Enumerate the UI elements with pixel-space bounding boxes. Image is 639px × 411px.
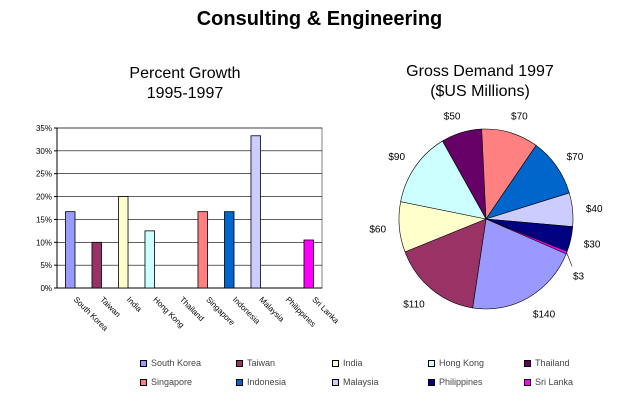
- data-label-singapore: $70: [511, 111, 528, 122]
- legend-item-singapore: Singapore: [140, 377, 236, 387]
- data-label-indonesia: $70: [567, 152, 584, 163]
- bar-chart-title-line-2: 1995-1997: [146, 85, 224, 102]
- pie-chart-title-line-1: Gross Demand 1997: [406, 63, 554, 80]
- legend-label: South Korea: [151, 358, 202, 368]
- bar-hong-kong: [144, 230, 155, 289]
- legend-label: Indonesia: [247, 377, 287, 387]
- legend-item-south-korea: South Korea: [140, 358, 236, 368]
- legend-item-taiwan: Taiwan: [236, 358, 332, 368]
- legend-swatch: [332, 359, 339, 367]
- legend-swatch: [236, 378, 243, 386]
- bar-chart-title-line-1: Percent Growth: [129, 65, 241, 82]
- data-label-malaysia: $40: [586, 204, 603, 215]
- legend-label: Philippines: [439, 377, 483, 387]
- y-tick-label: 5%: [40, 261, 52, 270]
- y-tick-label: 15%: [36, 215, 52, 224]
- legend-item-thailand: Thailand: [524, 358, 620, 368]
- y-tick-label: 35%: [36, 124, 52, 133]
- y-tick-label: 30%: [36, 147, 52, 156]
- data-label-sri-lanka: $3: [573, 272, 585, 283]
- pie-chart-title-line-2: ($US Millions): [430, 83, 530, 100]
- slice-taiwan: [404, 218, 487, 309]
- y-tick-label: 25%: [36, 170, 52, 179]
- legend-item-malaysia: Malaysia: [332, 377, 428, 387]
- data-label-india: $60: [369, 225, 386, 236]
- legend-item-indonesia: Indonesia: [236, 377, 332, 387]
- legend-swatch: [140, 359, 147, 367]
- legend-swatch: [236, 359, 243, 367]
- bar-malaysia: [250, 135, 261, 289]
- bar-sri-lanka: [303, 239, 314, 289]
- y-tick-label: 20%: [36, 193, 52, 202]
- legend-label: Hong Kong: [439, 358, 485, 368]
- data-label-hong-kong: $90: [388, 152, 405, 163]
- bar-taiwan: [91, 241, 102, 289]
- data-label-philippines: $30: [584, 239, 601, 250]
- bar-indonesia: [224, 211, 235, 289]
- data-label-south-korea: $140: [533, 309, 556, 320]
- slice-south-korea: [472, 218, 567, 310]
- legend-label: Taiwan: [247, 358, 276, 368]
- legend-label: India: [343, 358, 363, 368]
- leader-line-sri-lanka: [566, 252, 573, 267]
- legend-swatch: [428, 378, 435, 386]
- page-title: Consulting & Engineering: [196, 8, 443, 30]
- slice-hong-kong: [400, 140, 487, 220]
- pie-chart-title: Gross Demand 1997 ($US Millions): [405, 62, 555, 102]
- legend-item-india: India: [332, 358, 428, 368]
- data-label-taiwan: $110: [403, 299, 425, 310]
- legend-swatch: [332, 378, 339, 386]
- legend: South Korea Taiwan India Hong Kong Thailand S…: [140, 358, 620, 387]
- legend-item-hong-kong: Hong Kong: [428, 358, 524, 368]
- legend-label: Sri Lanka: [535, 377, 574, 387]
- legend-swatch: [140, 378, 147, 386]
- legend-item-sri-lanka: Sri Lanka: [524, 377, 620, 387]
- y-tick-label: 0%: [40, 284, 52, 293]
- y-tick-label: 10%: [36, 238, 52, 247]
- bar-south-korea: [65, 211, 76, 289]
- legend-swatch: [428, 359, 435, 367]
- legend-label: Singapore: [151, 377, 193, 387]
- data-label-thailand: $50: [444, 111, 461, 122]
- bar-singapore: [197, 211, 208, 289]
- bar-india: [118, 196, 129, 289]
- bar-chart-title: Percent Growth 1995-1997: [100, 64, 270, 104]
- legend-item-philippines: Philippines: [428, 377, 524, 387]
- legend-label: Malaysia: [343, 377, 379, 387]
- legend-swatch: [524, 378, 531, 386]
- legend-label: Thailand: [535, 358, 570, 368]
- legend-swatch: [524, 359, 531, 367]
